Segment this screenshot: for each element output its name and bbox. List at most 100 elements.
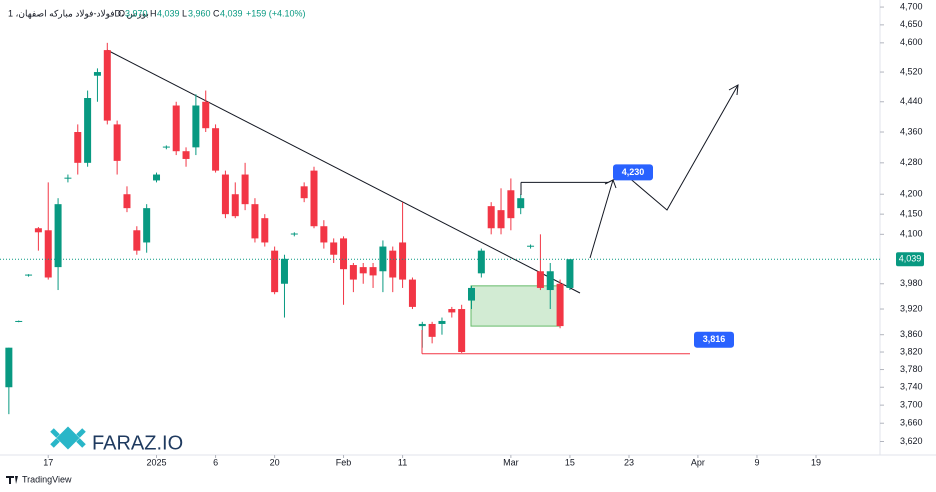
y-tick-label: 3,860	[900, 329, 923, 339]
candle-body	[64, 177, 72, 179]
y-tick-label: 4,200	[900, 189, 923, 199]
candle-body	[241, 174, 249, 205]
candle-body	[202, 101, 210, 129]
y-tick-label: 4,280	[900, 157, 923, 167]
candle-body	[438, 320, 446, 324]
candle-body	[487, 206, 495, 229]
target-label-box	[613, 164, 653, 181]
y-tick-label: 4,150	[900, 209, 923, 219]
candle-body	[389, 250, 397, 278]
candle-body	[320, 226, 328, 243]
candle-body	[428, 323, 436, 337]
candle-body	[74, 132, 82, 163]
candle-body	[408, 279, 416, 307]
candle-body	[192, 105, 200, 148]
y-tick-label: 4,650	[900, 19, 923, 29]
y-tick-label: 4,600	[900, 37, 923, 47]
candle-body	[399, 242, 407, 280]
candle-body	[93, 72, 101, 76]
x-tick-label: Feb	[336, 457, 352, 467]
support-zone	[470, 285, 561, 327]
candle-body	[182, 151, 190, 159]
x-tick-label: 11	[398, 457, 407, 467]
candle-body	[418, 323, 426, 327]
candle-body	[251, 204, 259, 239]
candle-body	[271, 250, 279, 293]
candle-body	[517, 198, 525, 209]
candle-body	[221, 174, 229, 215]
low-value: 3,960	[188, 8, 211, 18]
candle-body	[340, 238, 348, 270]
y-tick-label: 4,360	[900, 126, 923, 136]
candle-body	[536, 271, 544, 288]
candle-body	[143, 208, 151, 243]
candle-body	[103, 50, 111, 121]
candle-body	[54, 204, 62, 268]
candle-body	[497, 210, 505, 229]
x-tick-label: Mar	[503, 457, 519, 467]
candle-body	[280, 258, 288, 284]
candle-body	[379, 246, 387, 272]
x-tick-label: 23	[624, 457, 634, 467]
header: فولاد-فولاد مبارکه اصفهان، 1D، بورس O 3,…	[8, 8, 306, 19]
high-value: 4,039	[157, 8, 180, 18]
candle-body	[25, 274, 33, 276]
stop-label: 3,816	[703, 334, 726, 344]
x-tick-label: 17	[43, 457, 53, 467]
x-tick-label: 2025	[146, 457, 166, 467]
logo: FARAZ.IO	[50, 426, 183, 454]
y-tick-label: 3,780	[900, 364, 923, 374]
candle-body	[359, 267, 367, 274]
x-tick-label: 9	[754, 457, 759, 467]
candle-body	[467, 287, 475, 301]
open-value: 3,970	[125, 8, 148, 18]
candle-body	[369, 267, 377, 276]
tv-icon	[6, 476, 18, 484]
stop-label-box	[694, 331, 734, 348]
candle-body	[527, 245, 535, 247]
candle-body	[5, 347, 13, 388]
y-tick-label: 3,920	[900, 303, 923, 313]
candle-body	[566, 259, 574, 288]
candle-body	[113, 124, 121, 161]
x-tick-label: 19	[811, 457, 821, 467]
candle-body	[34, 228, 42, 233]
candle-body	[172, 105, 180, 152]
candle-body	[162, 146, 170, 148]
x-tick-label: 20	[270, 457, 280, 467]
candle-body	[290, 233, 298, 235]
candle-body	[546, 271, 554, 291]
x-tick-label: Apr	[691, 457, 705, 467]
close-key: C	[213, 8, 220, 18]
low-key: L	[182, 8, 187, 18]
y-tick-label: 3,620	[900, 436, 923, 446]
y-tick-label: 4,100	[900, 229, 923, 239]
y-tick-label: 4,440	[900, 96, 923, 106]
candle-body	[261, 218, 269, 243]
close-value: 4,039	[220, 8, 243, 18]
open-key: O	[118, 8, 125, 18]
candle-body	[477, 250, 485, 274]
candle-body	[133, 230, 141, 251]
candle-body	[448, 309, 456, 313]
target-label: 4,230	[622, 167, 645, 177]
last-price-box	[896, 252, 924, 267]
y-tick-label: 4,520	[900, 66, 923, 76]
candle-body	[212, 128, 220, 171]
candle-body	[231, 194, 239, 217]
candle-body	[84, 98, 92, 163]
change: +159 (+4.10%)	[246, 8, 306, 18]
high-key: H	[150, 8, 157, 18]
logo-text: FARAZ.IO	[92, 432, 183, 454]
x-tick-label: 15	[565, 457, 575, 467]
candle-body	[44, 230, 52, 278]
y-tick-label: 3,660	[900, 418, 923, 428]
logo-icon	[50, 426, 86, 450]
y-tick-label: 4,700	[900, 1, 923, 11]
candle-body	[310, 170, 318, 227]
candle-body	[15, 320, 23, 322]
trend-line	[106, 49, 581, 294]
candle-body	[300, 186, 308, 199]
